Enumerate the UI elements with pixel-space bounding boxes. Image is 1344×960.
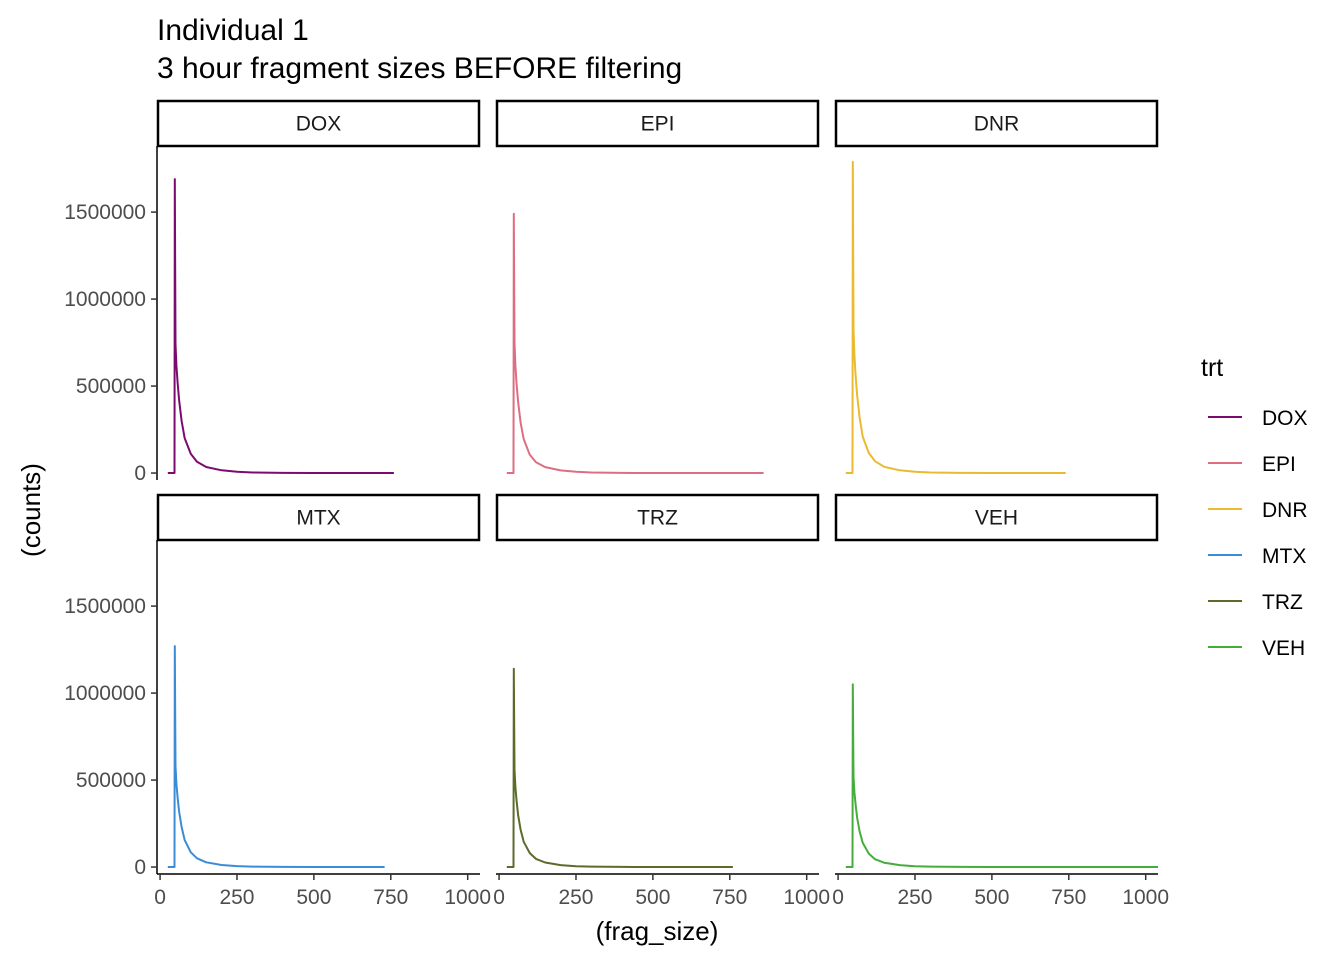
series-line-veh	[845, 683, 1158, 868]
legend-item-mtx: MTX	[1208, 545, 1306, 568]
x-tick-label: 750	[712, 886, 747, 909]
legend-item-veh: VEH	[1208, 637, 1305, 660]
facet-panel-trz: TRZ 0 250 500 750 1000	[493, 493, 830, 909]
legend-title: trt	[1201, 354, 1223, 382]
facet-panel-veh: VEH 0 250 500 750 1000	[832, 493, 1169, 909]
facet-panel-mtx: MTX 0 500000 1000000 1500000 0 250 500 750 1000	[64, 493, 491, 909]
facet-strip	[834, 99, 1159, 148]
x-tick-label: 1000	[444, 886, 491, 909]
y-tick-label: 0	[134, 462, 146, 485]
facet-strip	[495, 99, 820, 148]
x-axis-title: (frag_size)	[596, 916, 719, 946]
x-tick-label: 250	[558, 886, 593, 909]
facet-strip-label: EPI	[641, 113, 675, 136]
y-axis-title: (counts)	[16, 463, 46, 557]
facet-strip	[156, 493, 481, 542]
x-tick-label: 0	[493, 886, 505, 909]
legend-label: MTX	[1262, 545, 1306, 568]
y-tick-label: 0	[134, 856, 146, 879]
facet-strip	[834, 493, 1159, 542]
facet-panel-dox: DOX 0 500000 1000000 1500000	[64, 99, 481, 485]
legend-item-dnr: DNR	[1208, 499, 1308, 522]
chart-subtitle: 3 hour fragment sizes BEFORE filtering	[157, 52, 682, 85]
x-tick-label: 0	[154, 886, 166, 909]
facet-strip	[495, 493, 820, 542]
x-tick-label: 500	[974, 886, 1009, 909]
legend-label: TRZ	[1262, 591, 1303, 614]
x-tick-label: 500	[296, 886, 331, 909]
x-tick-label: 750	[373, 886, 408, 909]
series-line-dnr	[845, 160, 1066, 474]
chart-title: Individual 1	[157, 14, 309, 47]
x-tick-label: 0	[832, 886, 844, 909]
y-tick-label: 500000	[76, 375, 146, 398]
facet-strip-label: DOX	[296, 113, 342, 136]
series-line-mtx	[167, 645, 385, 868]
y-tick-label: 1000000	[64, 288, 146, 311]
x-tick-label: 250	[219, 886, 254, 909]
series-line-dox	[167, 178, 394, 474]
legend-item-epi: EPI	[1208, 453, 1296, 476]
facet-strip-label: MTX	[296, 507, 340, 530]
facet-strip-label: VEH	[975, 507, 1018, 530]
x-tick-label: 750	[1051, 886, 1086, 909]
y-tick-label: 1500000	[64, 595, 146, 618]
series-line-epi	[506, 212, 764, 474]
facet-strip-label: TRZ	[637, 507, 678, 530]
legend-label: EPI	[1262, 453, 1296, 476]
y-tick-label: 500000	[76, 769, 146, 792]
y-tick-label: 1000000	[64, 682, 146, 705]
series-line-trz	[506, 667, 733, 868]
y-tick-label: 1500000	[64, 201, 146, 224]
legend-item-trz: TRZ	[1208, 591, 1303, 614]
x-tick-label: 1000	[783, 886, 830, 909]
legend-label: VEH	[1262, 637, 1305, 660]
x-tick-label: 250	[897, 886, 932, 909]
legend: trt DOX EPI DNR MTX TRZ VEH	[1201, 354, 1308, 660]
facet-panel-dnr: DNR	[834, 99, 1159, 474]
facet-strip-label: DNR	[974, 113, 1020, 136]
facet-strip	[156, 99, 481, 148]
legend-label: DNR	[1262, 499, 1308, 522]
x-tick-label: 500	[635, 886, 670, 909]
legend-item-dox: DOX	[1208, 407, 1308, 430]
legend-label: DOX	[1262, 407, 1308, 430]
facet-panel-epi: EPI	[495, 99, 820, 474]
x-tick-label: 1000	[1122, 886, 1169, 909]
